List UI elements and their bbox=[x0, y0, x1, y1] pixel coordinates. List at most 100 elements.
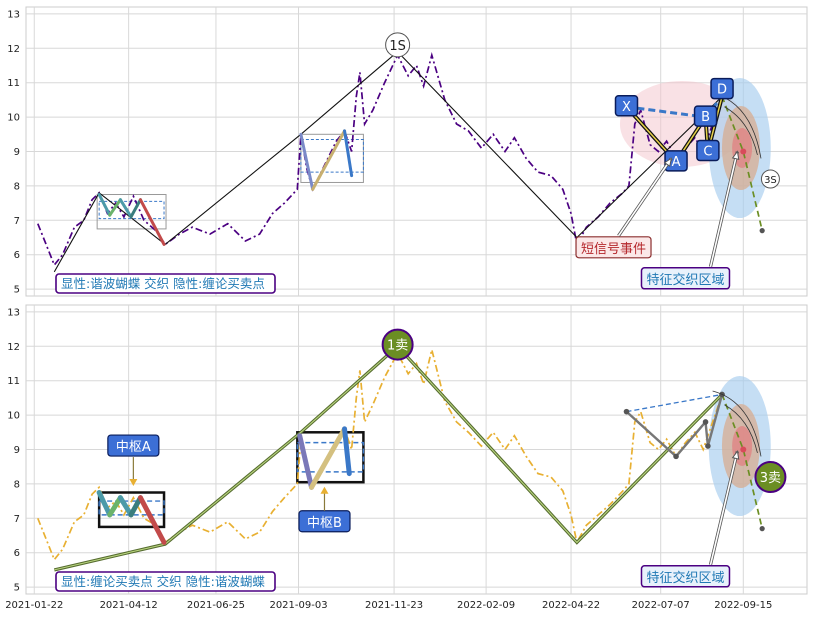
pattern-segment bbox=[129, 198, 142, 219]
y-tick-label: 5 bbox=[14, 285, 20, 296]
legend-box bbox=[55, 571, 276, 592]
pattern-segment bbox=[138, 198, 166, 246]
y-tick-label: 13 bbox=[7, 9, 20, 20]
series-line-dashed bbox=[721, 394, 764, 529]
signal-marker-label: 3S bbox=[764, 175, 777, 186]
pivot-box-b-inner bbox=[300, 138, 364, 173]
pattern-segment bbox=[107, 495, 123, 518]
event-arrow-head bbox=[663, 157, 673, 168]
y-tick-label: 12 bbox=[7, 342, 20, 353]
y-tick-label: 10 bbox=[7, 411, 20, 422]
signal-marker-label: 1S bbox=[389, 39, 406, 54]
pattern-segment bbox=[96, 490, 113, 518]
y-tick-label: 11 bbox=[7, 376, 20, 387]
zone-label-text: 特征交织区域 bbox=[646, 570, 724, 586]
x-tick-label: 2022-02-09 bbox=[457, 600, 515, 611]
harmonic-point-box bbox=[664, 150, 688, 172]
x-tick-label: 2021-01-22 bbox=[5, 600, 63, 611]
y-tick-label: 9 bbox=[14, 147, 20, 158]
harmonic-point-label: D bbox=[717, 83, 727, 98]
pattern-segment bbox=[309, 426, 348, 490]
x-tick-label: 2021-09-03 bbox=[269, 600, 327, 611]
y-tick-label: 12 bbox=[7, 44, 20, 55]
harmonic-point-box bbox=[710, 77, 734, 100]
x-tick-label: 2021-06-25 bbox=[187, 600, 245, 611]
pivot-box-a-outline bbox=[96, 194, 167, 230]
arc-line bbox=[712, 390, 762, 457]
event-label-box bbox=[575, 236, 652, 259]
zone-arrow-inner bbox=[709, 451, 739, 565]
series-point bbox=[759, 526, 765, 532]
series-line-dash-dot bbox=[37, 52, 723, 267]
harmonic-point-label: B bbox=[701, 110, 710, 125]
x-tick-label: 2021-04-12 bbox=[100, 600, 158, 611]
harmonic-point-box bbox=[696, 139, 720, 162]
arc-line bbox=[724, 404, 758, 454]
y-tick-label: 6 bbox=[14, 548, 20, 559]
sell-marker-label: 1卖 bbox=[387, 339, 408, 354]
zone-arrow-head bbox=[731, 449, 740, 460]
signal-marker-circle bbox=[760, 169, 780, 189]
pivot-a-pointer-head bbox=[129, 479, 138, 487]
pattern-segment bbox=[299, 132, 315, 191]
series-line-dashed bbox=[721, 96, 764, 231]
pivot-label-box bbox=[107, 434, 160, 457]
pattern-segment bbox=[117, 495, 134, 518]
event-label-text: 短信号事件 bbox=[581, 242, 646, 257]
y-tick-label: 6 bbox=[14, 250, 20, 261]
legend-box bbox=[55, 273, 276, 294]
series-line-dash-dot bbox=[37, 349, 723, 562]
harmonic-point-label: C bbox=[703, 145, 712, 160]
zone-label-box bbox=[640, 565, 731, 588]
series-point bbox=[759, 228, 765, 234]
pattern-segment bbox=[97, 193, 112, 217]
sell-marker-circle bbox=[754, 461, 787, 494]
harmonic-point bbox=[705, 443, 711, 449]
harmonic-xd-line bbox=[626, 393, 723, 413]
target-point bbox=[740, 148, 747, 155]
zone-arrow-head bbox=[731, 150, 740, 161]
y-tick-label: 11 bbox=[7, 78, 20, 89]
pattern-segment bbox=[137, 495, 167, 545]
harmonic-point-label: X bbox=[622, 100, 631, 115]
series-line-highlight bbox=[54, 345, 723, 571]
sell-marker-circle bbox=[381, 328, 414, 361]
harmonic-xb-line bbox=[626, 105, 706, 119]
y-tick-label: 10 bbox=[7, 113, 20, 124]
zone-arrow-inner bbox=[709, 151, 739, 267]
pivot-label-text: 中枢B bbox=[307, 516, 342, 531]
harmonic-point bbox=[702, 419, 709, 425]
harmonic-point-box bbox=[614, 95, 639, 117]
harmonic-point-box bbox=[693, 105, 718, 127]
signal-marker-circle bbox=[385, 32, 411, 58]
sell-marker-label: 3卖 bbox=[760, 471, 781, 486]
event-arrow-inner bbox=[617, 157, 672, 237]
harmonic-point-label: A bbox=[672, 155, 681, 170]
x-tick-label: 2021-11-23 bbox=[365, 600, 423, 611]
arc-line bbox=[724, 106, 758, 156]
pivot-label-text: 中枢A bbox=[116, 440, 151, 455]
harmonic-point bbox=[673, 453, 679, 460]
pattern-segment bbox=[297, 433, 315, 490]
zone-label-box bbox=[640, 267, 731, 290]
y-tick-label: 7 bbox=[14, 216, 20, 227]
harmonic-point bbox=[623, 408, 630, 415]
legend-text: 显性:缠论买卖点 交织 隐性:谐波蝴蝶 bbox=[61, 574, 265, 589]
x-tick-label: 2022-09-15 bbox=[714, 600, 772, 611]
x-tick-label: 2022-07-07 bbox=[632, 600, 690, 611]
pattern-segment bbox=[108, 198, 122, 217]
y-tick-label: 8 bbox=[14, 479, 20, 490]
pattern-segment bbox=[342, 426, 352, 477]
y-tick-label: 8 bbox=[14, 181, 20, 192]
x-tick-label: 2022-04-22 bbox=[542, 600, 600, 611]
pattern-segment bbox=[128, 495, 143, 518]
zone-label-text: 特征交织区域 bbox=[646, 272, 724, 288]
pattern-segment bbox=[118, 198, 133, 219]
pattern-segment bbox=[311, 129, 347, 191]
y-tick-label: 13 bbox=[7, 307, 20, 318]
y-tick-label: 7 bbox=[14, 514, 20, 525]
pivot-box-b-inner bbox=[296, 441, 365, 473]
pivot-b-pointer-head bbox=[320, 486, 329, 494]
y-tick-label: 9 bbox=[14, 445, 20, 456]
